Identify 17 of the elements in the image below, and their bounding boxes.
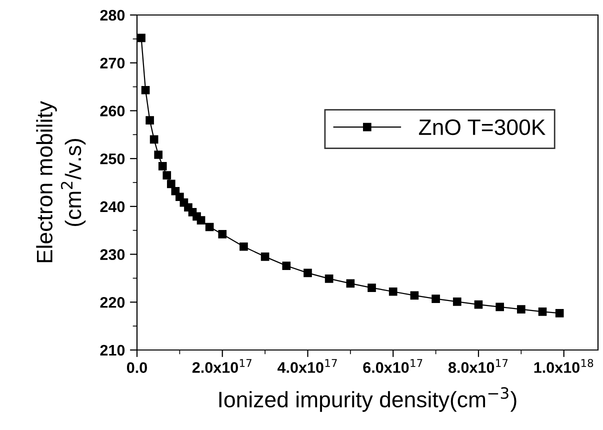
y-tick-label: 240 [100, 201, 125, 212]
y-tick-label: 250 [100, 153, 125, 164]
x-tick-label: 4.0x10$^{17}$ [277, 359, 337, 373]
legend-label: ZnO T=300K [418, 119, 546, 136]
x-axis-title: Ionized impurity density(cm$^{−3}$) [219, 387, 516, 412]
x-tick-label: 2.0x10$^{17}$ [192, 359, 252, 373]
y-tick-label: 270 [100, 58, 125, 69]
y-tick-label: 210 [100, 344, 125, 356]
y-tick-label: 280 [100, 10, 125, 21]
y-axis-title: Electron mobility (cm$^{2}$/v.s) [36, 101, 86, 262]
x-tick-label: 8.0x10$^{17}$ [448, 359, 508, 373]
y-tick-label: 230 [100, 249, 125, 260]
x-tick-label: 0.0 [126, 362, 147, 374]
y-tick-label: 220 [100, 297, 125, 308]
y-tick-label: 260 [100, 106, 125, 116]
x-tick-label: 1.0x10$^{18}$ [534, 358, 594, 373]
x-tick-label: 6.0x10$^{17}$ [363, 359, 422, 373]
